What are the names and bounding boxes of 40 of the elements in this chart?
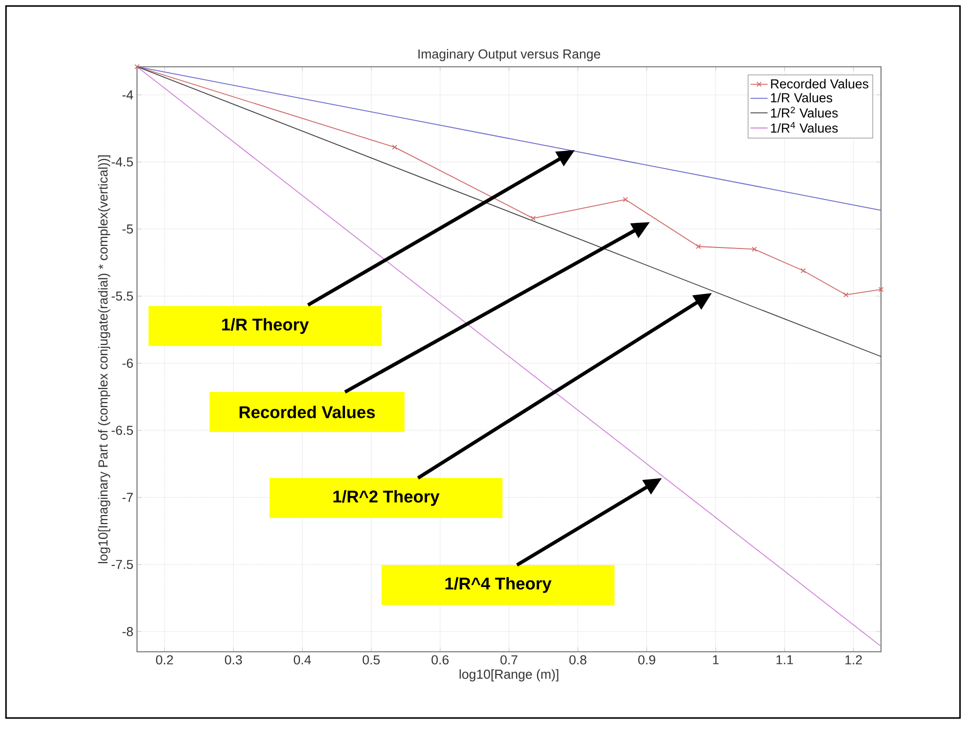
y-tick-label: -5.5 bbox=[112, 292, 133, 301]
y-axis-title: log10[Imaginary Part of (complex conjugate(radial) * complex(vertical))] bbox=[98, 155, 110, 564]
annotation: 1/R Theory bbox=[222, 318, 309, 334]
x-tick-label: 0.4 bbox=[294, 655, 311, 664]
x-tick-label: 0.3 bbox=[224, 655, 242, 664]
point bbox=[530, 216, 536, 221]
point bbox=[134, 64, 140, 70]
point bbox=[392, 144, 398, 150]
x-axis-title: log10[Range (m)] bbox=[460, 669, 558, 682]
y-tick-label: -6.5 bbox=[112, 426, 133, 435]
y-tick-label: -8 bbox=[122, 626, 133, 636]
legend-label: Recorded Values bbox=[771, 78, 868, 88]
legend-label: 1/R$^{4}$ Values bbox=[771, 122, 838, 133]
point bbox=[843, 292, 848, 298]
y-tick-label: -7 bbox=[122, 492, 133, 502]
y-tick-label: -5 bbox=[122, 224, 133, 234]
point bbox=[696, 244, 702, 250]
x-tick-label: 0.7 bbox=[500, 655, 518, 664]
x-tick-label: 0.5 bbox=[362, 655, 380, 664]
y-tick-label: -6 bbox=[122, 358, 133, 368]
x-tick-label: 1 bbox=[713, 655, 719, 664]
point bbox=[622, 196, 628, 202]
y-tick-label: -4.5 bbox=[112, 157, 133, 166]
x-tick-label: 0.6 bbox=[432, 655, 449, 664]
x-tick-label: 0.2 bbox=[156, 655, 173, 664]
y-tick-label: -4 bbox=[122, 90, 134, 100]
x-tick-label: 0.8 bbox=[569, 655, 586, 664]
legend-label: 1/R Values bbox=[771, 92, 832, 102]
point bbox=[752, 246, 757, 252]
annotation: 1/R^4 Theory bbox=[445, 577, 552, 593]
x-tick-label: 1.1 bbox=[776, 655, 793, 664]
x-tick-label: 1.2 bbox=[845, 655, 862, 664]
chart-title: Imaginary Output versus Range bbox=[418, 49, 600, 62]
y-tick-label: -7.5 bbox=[112, 560, 133, 570]
point bbox=[878, 286, 884, 292]
point bbox=[800, 268, 806, 274]
legend-label: 1/R$^{2}$ Values bbox=[771, 106, 838, 118]
annotation: Recorded Values bbox=[240, 406, 375, 418]
x-tick-label: 0.9 bbox=[638, 655, 656, 664]
annotation: 1/R^2 Theory bbox=[333, 490, 440, 506]
